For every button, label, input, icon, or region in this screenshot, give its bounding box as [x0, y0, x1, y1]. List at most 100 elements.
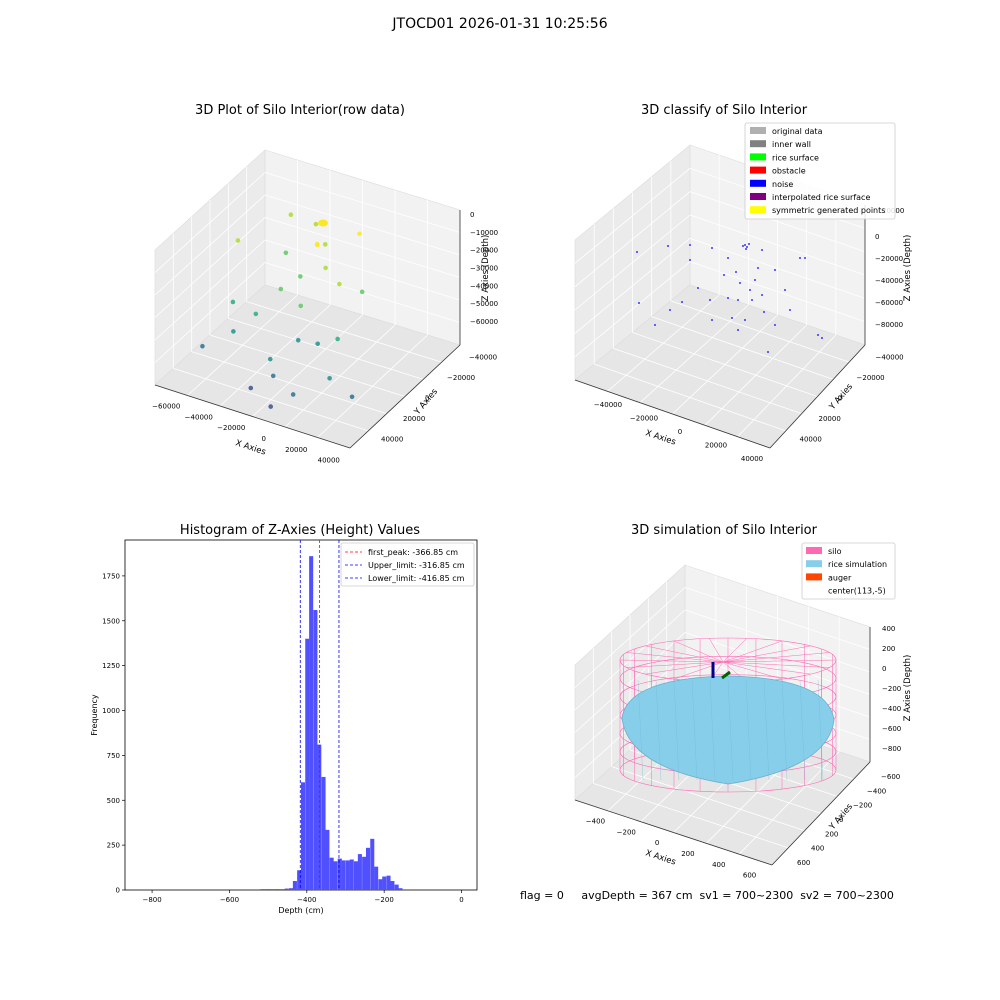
data-point-cluster: [318, 219, 328, 227]
noise-point: [817, 334, 819, 336]
noise-point: [638, 302, 640, 304]
y-tick-label: −20000: [857, 374, 885, 382]
histogram-bar: [349, 859, 354, 890]
y-axis-line: [349, 344, 461, 449]
noise-point: [667, 245, 669, 247]
x-tick-label: −400: [586, 817, 605, 825]
noise-points: [636, 243, 823, 353]
legend-swatch: [750, 153, 766, 161]
noise-point: [727, 297, 729, 299]
silo-spoke: [645, 645, 724, 663]
histogram-bar: [272, 889, 277, 890]
histogram-bar: [374, 866, 379, 890]
noise-point: [745, 248, 747, 250]
silo-spoke: [722, 652, 830, 663]
data-point: [268, 404, 274, 409]
grid-line: [574, 168, 691, 264]
histogram-bar: [345, 860, 350, 890]
y-tick-label: 0: [839, 816, 843, 824]
noise-point: [746, 246, 748, 248]
y-tick-label: −40000: [876, 353, 904, 361]
z-axis-label: Z Axies (Depth): [481, 235, 491, 302]
y-tick-label: 40000: [381, 436, 403, 444]
histogram-bar: [321, 776, 326, 890]
y-tick-label: −40000: [469, 353, 497, 361]
legend-swatch: [806, 560, 822, 568]
z-tick-label: −60000: [875, 299, 903, 307]
noise-point: [727, 257, 729, 259]
histogram-bar: [337, 858, 342, 890]
y-tick-label: 500: [107, 797, 120, 805]
x-axis-line: [154, 384, 351, 449]
z-tick-label: −400: [882, 705, 901, 713]
y-tick-label: 1500: [102, 617, 120, 625]
z-tick-label: −20000: [470, 247, 498, 255]
raw-3d-plot: −60000 −40000 −20000 0 20000 40000 40000 20000 0…: [152, 149, 498, 465]
rice-mesh-line: [763, 679, 770, 781]
histogram-bar: [284, 888, 289, 890]
z-tick-label: −50000: [470, 300, 498, 308]
x-tick-label: 200: [681, 850, 694, 858]
x-tick-label: 0: [655, 839, 659, 847]
legend-label: auger: [828, 573, 852, 582]
y-tick-label: 1000: [102, 707, 120, 715]
raw-points: [200, 212, 365, 409]
silo-spoke: [722, 661, 783, 680]
histogram-bar: [370, 838, 375, 890]
y-tick-label: 1250: [102, 662, 120, 670]
z-tick-label: −60000: [470, 318, 498, 326]
y-tick-label: 250: [107, 842, 120, 850]
x-axis-label: X Axies: [644, 848, 677, 867]
z-axis-label: Z Axies (Depth): [903, 235, 913, 302]
y-tick-label: −600: [881, 773, 900, 781]
raw-plot-axes: [154, 149, 461, 449]
legend-label: Upper_limit: -316.85 cm: [368, 561, 465, 570]
noise-point: [735, 271, 737, 273]
legend-swatch: [750, 179, 766, 187]
x-tick-label: 600: [743, 872, 756, 880]
z-axis-label: Z Axies (Depth): [903, 655, 913, 722]
data-point: [288, 212, 294, 217]
histogram-bar: [297, 870, 302, 890]
data-point: [235, 238, 241, 243]
silo-spoke: [722, 661, 830, 668]
data-point: [231, 329, 236, 334]
histogram-bar: [305, 638, 310, 890]
x-tick-label: −40000: [594, 401, 622, 409]
z-tick-label: −800: [882, 745, 901, 753]
plot1-title: 3D Plot of Silo Interior(row data): [195, 103, 405, 118]
y-tick-label: 40000: [800, 436, 822, 444]
histogram-bar: [260, 889, 265, 890]
histogram-bar: [378, 879, 383, 890]
noise-point: [731, 317, 733, 319]
rice-surface: [621, 675, 835, 785]
noise-point: [739, 282, 741, 284]
data-point: [314, 242, 320, 248]
silo-spoke: [645, 661, 724, 675]
data-point: [337, 281, 342, 287]
histogram-bar: [353, 861, 359, 890]
histogram-bar: [341, 860, 346, 890]
noise-point: [784, 289, 786, 291]
simulation-3d-plot: −400−20002004006006004002000−200−400−600…: [574, 542, 913, 880]
x-axis-label: Depth (cm): [278, 906, 323, 915]
z-tick-label: 200: [882, 645, 895, 653]
histogram-legend: first_peak: -366.85 cm Upper_limit: -316.…: [340, 542, 475, 587]
data-point: [283, 250, 289, 256]
x-tick-label: −200: [375, 896, 394, 904]
legend-swatch: [750, 193, 766, 200]
legend-label: rice surface: [772, 153, 819, 162]
noise-point: [763, 311, 765, 313]
grid-line: [246, 301, 442, 363]
x-tick-label: −800: [142, 896, 161, 904]
y-tick-label: 600: [797, 859, 810, 867]
x-axis-line: [574, 379, 771, 449]
y-tick-label: 0: [425, 395, 429, 403]
noise-point: [711, 247, 713, 249]
noise-point: [723, 274, 725, 276]
grid-line: [574, 587, 686, 688]
data-point: [278, 286, 284, 292]
legend-frame: [801, 542, 896, 600]
y-axis-label: Y Axies: [412, 387, 440, 418]
z-tick-label: −40000: [470, 282, 498, 290]
